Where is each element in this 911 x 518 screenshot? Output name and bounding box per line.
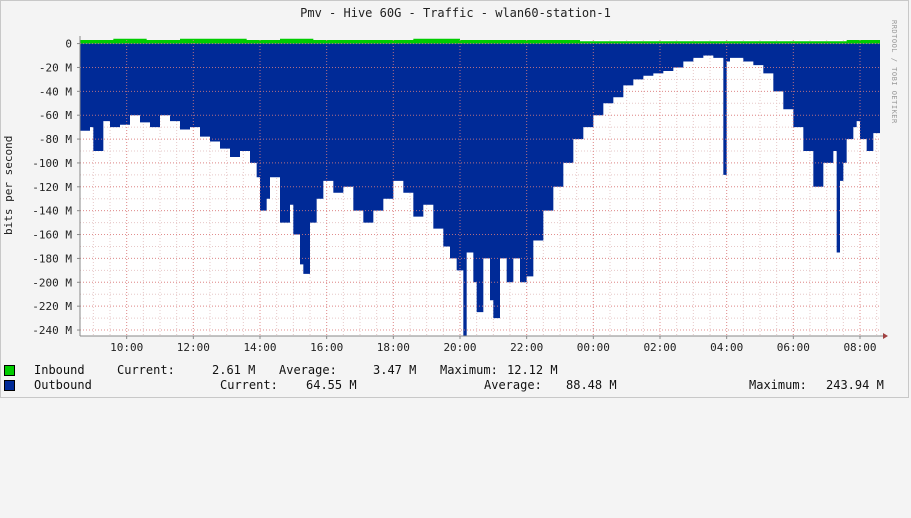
y-tick-label: -80 M bbox=[39, 133, 72, 146]
x-tick-label: 18:00 bbox=[377, 341, 410, 354]
legend-outbound-average-label: Average: bbox=[484, 378, 542, 392]
y-tick-label: -60 M bbox=[39, 109, 72, 122]
x-tick-label: 12:00 bbox=[177, 341, 210, 354]
y-tick-label: -140 M bbox=[32, 205, 72, 218]
series-area-inbound bbox=[80, 38, 880, 44]
legend-inbound-maximum-label: Maximum: bbox=[440, 363, 498, 377]
chart-title: Pmv - Hive 60G - Traffic - wlan60-statio… bbox=[300, 6, 611, 20]
legend-outbound-average: 88.48 M bbox=[566, 378, 617, 392]
legend-outbound: Outbound Current: 64.55 M Average: 88.48… bbox=[4, 378, 884, 392]
y-tick-label: 0 bbox=[65, 38, 72, 51]
series-layer bbox=[80, 38, 880, 336]
graph-frame bbox=[0, 0, 909, 398]
legend-inbound-maximum: 12.12 M bbox=[507, 363, 558, 377]
y-tick-label: -200 M bbox=[32, 276, 72, 289]
x-tick-label: 04:00 bbox=[710, 341, 743, 354]
y-tick-label: -240 M bbox=[32, 324, 72, 337]
legend-outbound-name: Outbound bbox=[34, 378, 92, 392]
x-tick-label: 14:00 bbox=[243, 341, 276, 354]
axes bbox=[77, 36, 888, 339]
legend-outbound-maximum-label: Maximum: bbox=[749, 378, 807, 392]
y-tick-label: -120 M bbox=[32, 181, 72, 194]
traffic-chart: 0 -20 M -40 M -60 M -80 M -100 M -120 M -140 M -… bbox=[32, 36, 888, 354]
y-tick-label: -40 M bbox=[39, 85, 72, 98]
legend: Inbound Current: 2.61 M Average: 3.47 M … bbox=[0, 360, 911, 400]
legend-outbound-maximum: 243.94 M bbox=[826, 378, 884, 392]
x-tick-label: 06:00 bbox=[777, 341, 810, 354]
legend-inbound-current: 2.61 M bbox=[212, 363, 256, 377]
legend-inbound-current-label: Current: bbox=[117, 363, 175, 377]
x-axis-arrow bbox=[883, 333, 888, 339]
legend-inbound-average-label: Average: bbox=[279, 363, 337, 377]
tick-labels: 0 -20 M -40 M -60 M -80 M -100 M -120 M -140 M -… bbox=[32, 38, 876, 354]
legend-inbound-name: Inbound bbox=[34, 363, 85, 377]
x-tick-label: 20:00 bbox=[443, 341, 476, 354]
inbound-swatch bbox=[4, 365, 15, 376]
rrdtool-watermark: RRDTOOL / TOBI OETIKER bbox=[890, 20, 898, 124]
x-tick-label: 08:00 bbox=[843, 341, 876, 354]
y-tick-label: -160 M bbox=[32, 229, 72, 242]
series-area-outbound bbox=[80, 43, 880, 336]
y-tick-label: -220 M bbox=[32, 300, 72, 313]
legend-outbound-current: 64.55 M bbox=[306, 378, 357, 392]
legend-inbound-average: 3.47 M bbox=[373, 363, 417, 377]
x-tick-label: 22:00 bbox=[510, 341, 543, 354]
y-tick-label: -100 M bbox=[32, 157, 72, 170]
x-tick-label: 16:00 bbox=[310, 341, 343, 354]
x-tick-label: 02:00 bbox=[643, 341, 676, 354]
legend-inbound: Inbound Current: 2.61 M Average: 3.47 M … bbox=[4, 363, 558, 377]
legend-outbound-current-label: Current: bbox=[220, 378, 278, 392]
x-tick-label: 10:00 bbox=[110, 341, 143, 354]
y-tick-label: -20 M bbox=[39, 61, 72, 74]
outbound-swatch bbox=[4, 380, 15, 391]
x-tick-label: 00:00 bbox=[577, 341, 610, 354]
y-tick-label: -180 M bbox=[32, 252, 72, 265]
